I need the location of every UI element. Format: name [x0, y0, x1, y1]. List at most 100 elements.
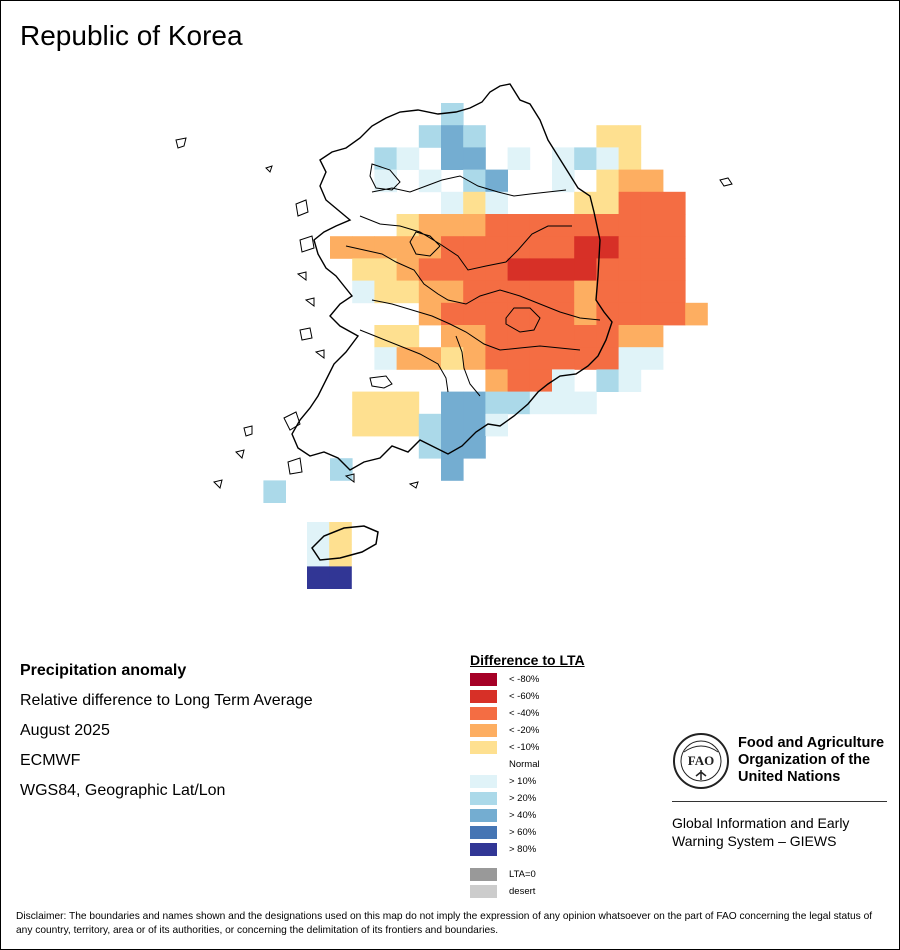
- anomaly-cell: [396, 347, 420, 370]
- anomaly-cell: [485, 236, 508, 259]
- anomaly-cell: [574, 236, 597, 259]
- anomaly-cell: [374, 280, 397, 304]
- anomaly-cell: [596, 191, 619, 215]
- anomaly-cell: [418, 280, 442, 304]
- anomaly-cell: [507, 347, 531, 370]
- anomaly-cell: [552, 325, 575, 348]
- anomaly-cell: [352, 258, 375, 281]
- anomaly-cell: [529, 236, 553, 259]
- legend-label: > 80%: [509, 844, 537, 855]
- anomaly-cell: [485, 214, 508, 237]
- anomaly-cell: [396, 413, 420, 437]
- mainland-coastline: [291, 83, 613, 471]
- organization-name: Food and Agriculture Organization of the…: [738, 735, 898, 786]
- anomaly-cell: [418, 436, 442, 459]
- anomaly-cell: [618, 214, 642, 237]
- legend-label: > 20%: [509, 793, 537, 804]
- anomaly-cell: [552, 147, 575, 170]
- anomaly-cell: [596, 347, 619, 370]
- anomaly-cell: [552, 214, 575, 237]
- anomaly-cell: [663, 191, 686, 215]
- anomaly-cell: [640, 236, 664, 259]
- anomaly-cell: [507, 258, 531, 281]
- anomaly-cell: [374, 169, 397, 193]
- legend-swatch: [470, 826, 497, 839]
- anomaly-cell: [418, 125, 442, 148]
- anomaly-cell: [441, 280, 464, 304]
- anomaly-cell: [507, 369, 531, 392]
- anomaly-cell: [374, 258, 397, 281]
- anomaly-cell: [463, 125, 486, 148]
- anomaly-cell: [618, 236, 642, 259]
- disclaimer: Disclaimer: The boundaries and names sho…: [16, 911, 873, 936]
- anomaly-cell: [396, 391, 420, 415]
- anomaly-cell: [396, 280, 420, 304]
- legend-item: < -80%: [470, 672, 585, 689]
- legend-label: < -80%: [509, 674, 540, 685]
- anomaly-cell: [374, 325, 397, 348]
- legend-item: desert: [470, 884, 585, 901]
- anomaly-cell: [640, 280, 664, 304]
- anomaly-cell: [529, 391, 553, 415]
- province-boundaries: [345, 163, 601, 397]
- legend-label: < -60%: [509, 691, 540, 702]
- anomaly-cell: [463, 258, 486, 281]
- giews-name: Global Information and Early Warning Sys…: [672, 814, 892, 850]
- legend-label: > 40%: [509, 810, 537, 821]
- legend-items: < -80% < -60% < -40% < -20% < -10% Normal > 10…: [470, 672, 585, 901]
- islands: [175, 137, 733, 489]
- anomaly-cell: [618, 191, 642, 215]
- anomaly-cell: [507, 280, 531, 304]
- legend-swatch: [470, 673, 497, 686]
- anomaly-cell: [485, 369, 508, 392]
- anomaly-cell: [441, 191, 464, 215]
- anomaly-cell: [596, 280, 619, 304]
- anomaly-cell: [574, 147, 597, 170]
- anomaly-cell: [596, 125, 619, 148]
- anomaly-cell: [596, 236, 619, 259]
- divider: [672, 801, 887, 802]
- anomaly-cell: [418, 214, 442, 237]
- anomaly-cell: [463, 302, 486, 326]
- anomaly-cell: [507, 391, 531, 415]
- legend-swatch: [470, 775, 497, 788]
- anomaly-cell: [663, 280, 686, 304]
- legend-label: LTA=0: [509, 869, 536, 880]
- anomaly-cell-jeju: [307, 566, 330, 589]
- anomaly-cell: [618, 369, 642, 392]
- anomaly-cell: [507, 302, 531, 326]
- legend-item: < -40%: [470, 706, 585, 723]
- anomaly-cell: [596, 369, 619, 392]
- anomaly-cell: [552, 280, 575, 304]
- anomaly-cell: [618, 125, 642, 148]
- anomaly-cell: [396, 147, 420, 170]
- anomaly-cell: [529, 302, 553, 326]
- svg-text:FAO: FAO: [688, 753, 714, 768]
- fao-logo-icon: FAO: [673, 733, 729, 789]
- anomaly-cell: [396, 325, 420, 348]
- anomaly-cell: [441, 147, 464, 170]
- anomaly-cell: [396, 236, 420, 259]
- anomaly-cell: [507, 147, 531, 170]
- jeju-island: [311, 525, 379, 561]
- legend-gap: [470, 859, 585, 867]
- legend-swatch: [470, 741, 497, 754]
- info-projection: WGS84, Geographic Lat/Lon: [20, 782, 226, 799]
- anomaly-cell: [574, 258, 597, 281]
- anomaly-cell: [374, 391, 397, 415]
- anomaly-cell: [574, 391, 597, 415]
- anomaly-cell: [463, 436, 486, 459]
- legend-label: < -40%: [509, 708, 540, 719]
- legend-swatch: [470, 707, 497, 720]
- anomaly-cell: [552, 302, 575, 326]
- anomaly-cell: [507, 325, 531, 348]
- anomaly-cell: [441, 214, 464, 237]
- anomaly-cell: [418, 413, 442, 437]
- anomaly-cell: [463, 413, 486, 437]
- anomaly-cell: [441, 302, 464, 326]
- anomaly-cell: [640, 302, 664, 326]
- anomaly-cell: [663, 302, 686, 326]
- anomaly-cell: [552, 236, 575, 259]
- anomaly-cell: [463, 236, 486, 259]
- anomaly-cell: [552, 169, 575, 193]
